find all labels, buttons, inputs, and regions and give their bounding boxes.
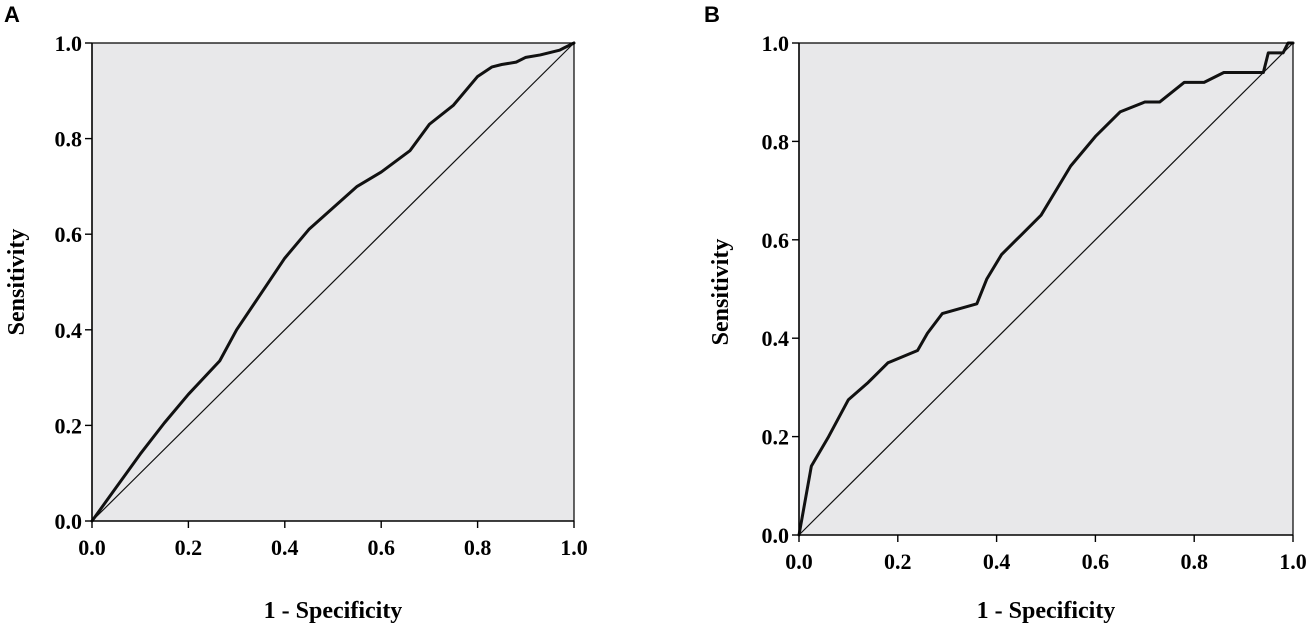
y-tick-label-b: 0.6 <box>762 228 790 253</box>
y-axis-title-a: Sensitivity <box>4 229 30 336</box>
x-tick-label-b: 0.0 <box>785 549 813 574</box>
panel-letter-b: B <box>704 2 720 27</box>
y-tick-label-b: 0.4 <box>762 326 790 351</box>
x-tick-label-b: 0.4 <box>983 549 1011 574</box>
reference-diagonal-line-b <box>798 42 1294 536</box>
y-tick-label-a: 0.8 <box>55 127 83 152</box>
plot-a: 0.0 0.2 0.4 0.6 0.8 1.0 0.0 0.2 0.4 0.6 0.8 1.0 <box>55 31 588 560</box>
y-tick-label-b: 1.0 <box>762 31 790 56</box>
y-tick-label-b: 0.2 <box>762 425 790 450</box>
plot-b: 0.0 0.2 0.4 0.6 0.8 1.0 0.0 0.2 0.4 0.6 0.8 1.0 <box>762 31 1307 574</box>
x-tick-label-b: 0.2 <box>884 549 912 574</box>
panel-a: A 0.0 0.2 0.4 0.6 0.8 1.0 0.0 0.2 0.4 0.6 0.8 1.0 1… <box>4 2 588 624</box>
y-tick-label-b: 0.8 <box>762 129 790 154</box>
panel-letter-a: A <box>4 2 20 27</box>
y-axis-title-b: Sensitivity <box>708 239 734 346</box>
reference-diagonal-line-a <box>91 42 575 522</box>
x-axis-title-b: 1 - Specificity <box>977 598 1116 624</box>
x-tick-label-b: 0.8 <box>1180 549 1208 574</box>
y-tick-label-a: 1.0 <box>55 31 83 56</box>
y-tick-label-a: 0.4 <box>55 318 83 343</box>
y-tick-label-b: 0.0 <box>762 523 790 548</box>
roc-curve-line-b <box>797 41 1295 537</box>
x-tick-label-a: 0.0 <box>78 535 106 560</box>
y-tick-label-a: 0.2 <box>55 413 83 438</box>
y-tick-label-a: 0.6 <box>55 222 83 247</box>
x-tick-label-a: 0.6 <box>367 535 395 560</box>
x-tick-label-b: 0.6 <box>1082 549 1110 574</box>
y-tick-label-a: 0.0 <box>55 509 83 534</box>
x-tick-label-a: 0.8 <box>464 535 492 560</box>
panel-b: B 0.0 0.2 0.4 0.6 0.8 1.0 0.0 0.2 0.4 0.6 0.8 1.0 1… <box>704 2 1307 624</box>
x-tick-label-b: 1.0 <box>1279 549 1307 574</box>
x-tick-label-a: 1.0 <box>560 535 588 560</box>
x-tick-label-a: 0.4 <box>271 535 299 560</box>
roc-curve-line-a <box>90 41 576 523</box>
x-tick-label-a: 0.2 <box>175 535 203 560</box>
x-axis-title-a: 1 - Specificity <box>264 598 403 624</box>
